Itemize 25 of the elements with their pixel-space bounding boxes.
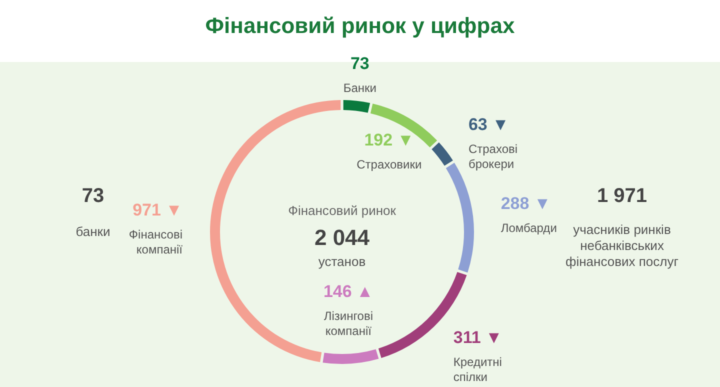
slice-label: Ломбарди: [500, 220, 557, 235]
chart-title: Фінансовий ринок у цифрах: [205, 13, 516, 38]
slice-label: Банки: [343, 81, 376, 96]
text: установ: [318, 254, 366, 269]
data-label: 73: [350, 54, 370, 74]
text: 2 044: [314, 225, 370, 250]
data-label: 63 ▼: [468, 114, 509, 134]
donut-slice: [343, 100, 370, 113]
slice-label: Фінансові компанії: [128, 227, 184, 256]
text: банки: [76, 224, 110, 239]
slice-label: Страховики: [356, 158, 422, 172]
data-label: 146 ▲: [323, 282, 374, 301]
slice-label: Кредитні спілки: [453, 354, 502, 384]
text: учасників ринків небанківських фінансових послуг: [566, 222, 679, 269]
data-label: 311 ▼: [453, 328, 502, 347]
data-label: 971 ▼: [132, 200, 182, 220]
text: 73: [82, 185, 104, 207]
text: 1 971: [596, 185, 648, 207]
text: Фінансовий ринок: [288, 203, 396, 218]
data-label: 192 ▼: [364, 130, 414, 150]
donut-slice: [432, 142, 453, 166]
data-label: 288 ▼: [500, 194, 551, 213]
slice-label: Страхові брокери: [468, 142, 518, 171]
slice-label: Лізингові компанії: [324, 308, 374, 338]
donut-slice: [322, 349, 379, 364]
